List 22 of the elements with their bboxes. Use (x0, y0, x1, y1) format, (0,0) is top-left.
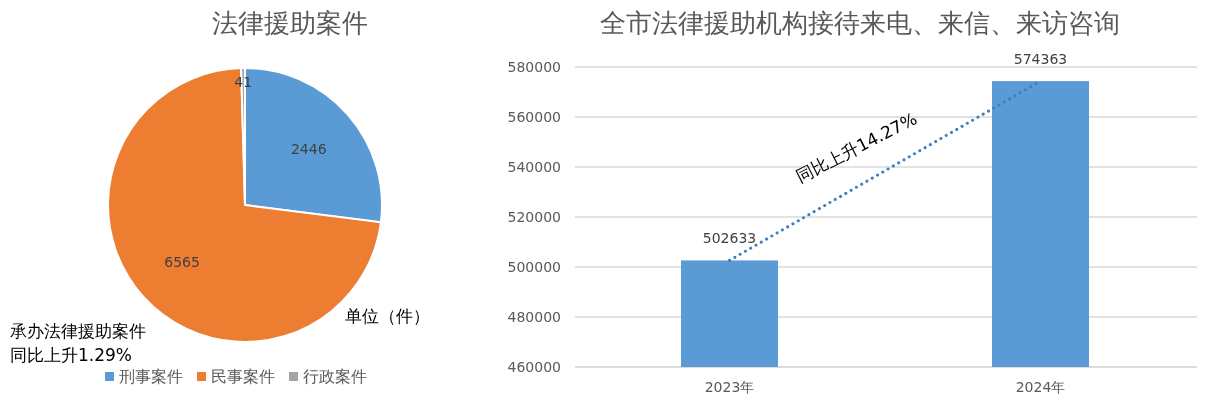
data-label: 502633 (702, 230, 757, 247)
y-tick-label: 520000 (507, 209, 561, 225)
y-tick-label: 480000 (507, 309, 561, 325)
data-label: 574363 (1013, 51, 1068, 68)
text: 同比上升1.29% (10, 345, 133, 365)
data-label: 2446 (290, 140, 327, 157)
x-tick-label: 2023年 (704, 379, 755, 395)
chart-title: 法律援助案件 (212, 8, 368, 38)
y-tick-label: 560000 (507, 109, 561, 125)
y-tick-label: 460000 (507, 359, 561, 375)
chart-title: 全市法律援助机构接待来电、来信、来访咨询 (600, 8, 1120, 38)
y-tick-label: 500000 (507, 259, 561, 275)
text: 单位（件） (345, 306, 430, 326)
legend-label: 民事案件 (211, 367, 275, 386)
data-label: 6565 (164, 254, 200, 271)
x-tick-label: 2024年 (1015, 379, 1066, 395)
data-label: 41 (234, 73, 253, 90)
y-tick-label: 580000 (507, 59, 561, 75)
text: 承办法律援助案件 (10, 321, 146, 341)
y-tick-label: 540000 (507, 159, 561, 175)
legend-label: 刑事案件 (119, 367, 183, 386)
legend-label: 行政案件 (303, 367, 367, 386)
